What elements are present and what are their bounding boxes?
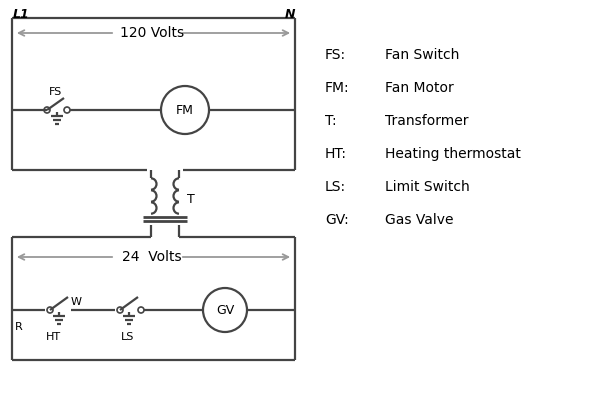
Text: Transformer: Transformer xyxy=(385,114,468,128)
Text: L1: L1 xyxy=(13,8,30,21)
Text: T: T xyxy=(187,193,195,206)
Text: Fan Motor: Fan Motor xyxy=(385,81,454,95)
Text: LS:: LS: xyxy=(325,180,346,194)
Text: LS: LS xyxy=(122,332,135,342)
Text: R: R xyxy=(15,322,23,332)
Text: HT:: HT: xyxy=(325,147,347,161)
Text: Limit Switch: Limit Switch xyxy=(385,180,470,194)
Text: Fan Switch: Fan Switch xyxy=(385,48,460,62)
Text: 120 Volts: 120 Volts xyxy=(120,26,184,40)
Text: N: N xyxy=(284,8,295,21)
Text: FS:: FS: xyxy=(325,48,346,62)
Text: GV: GV xyxy=(216,304,234,316)
Text: HT: HT xyxy=(45,332,61,342)
Text: T:: T: xyxy=(325,114,337,128)
Text: W: W xyxy=(71,297,82,307)
Text: 24  Volts: 24 Volts xyxy=(122,250,182,264)
Text: FM:: FM: xyxy=(325,81,350,95)
Text: Heating thermostat: Heating thermostat xyxy=(385,147,521,161)
Text: FM: FM xyxy=(176,104,194,116)
Text: GV:: GV: xyxy=(325,213,349,227)
Text: FS: FS xyxy=(48,87,61,97)
Text: Gas Valve: Gas Valve xyxy=(385,213,454,227)
